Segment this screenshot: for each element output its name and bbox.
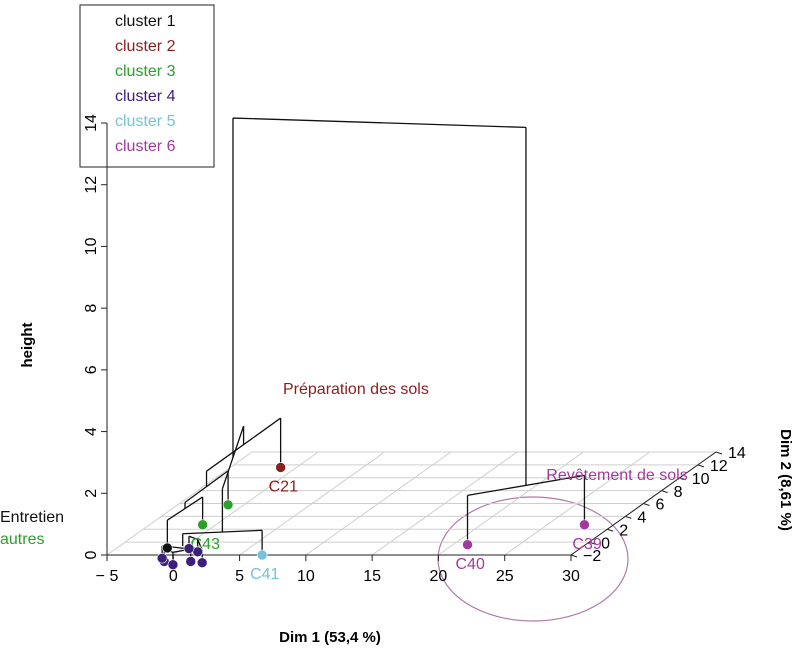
x-tick-label: 15 (363, 568, 381, 585)
point (162, 542, 173, 554)
point (222, 499, 234, 511)
point (256, 549, 268, 561)
z-tick-label: 12 (83, 176, 100, 194)
point (185, 556, 197, 567)
z-tick-label: 14 (83, 114, 100, 132)
tick-mark (697, 464, 705, 468)
y-tick-label: 6 (656, 497, 665, 514)
dendrogram (161, 117, 586, 565)
y-tick-label: 14 (728, 445, 746, 462)
legend-label: cluster 1 (115, 13, 176, 30)
tick-mark (643, 503, 650, 506)
point (156, 552, 168, 564)
point (275, 462, 286, 473)
x-tick-label: 20 (430, 568, 448, 585)
point (183, 543, 195, 554)
z-tick-label: 8 (83, 304, 100, 313)
z-tick-label: 4 (83, 427, 100, 436)
legend-box (79, 4, 215, 168)
point-label: C39 (572, 536, 601, 553)
legend-label: cluster 6 (115, 138, 176, 155)
y-tick-label: 0 (601, 535, 610, 552)
z-axis-title: height (19, 323, 36, 368)
legend-label: cluster 4 (115, 88, 176, 105)
z-tick-label: 0 (83, 550, 100, 559)
legend-label: cluster 3 (115, 63, 176, 80)
z-tick-label: 10 (83, 237, 100, 255)
point (197, 519, 208, 531)
annotation: Préparation des sols (283, 381, 429, 398)
point-label: C41 (250, 566, 279, 583)
y-tick-label: 10 (692, 471, 710, 488)
tick-mark (679, 477, 686, 481)
point (196, 557, 208, 569)
annotation: autres (0, 531, 44, 548)
point (167, 559, 179, 570)
legend-label: cluster 2 (115, 38, 176, 55)
x-tick-label: 0 (169, 568, 178, 585)
x-tick-label: − 5 (96, 568, 119, 585)
x-tick-label: 10 (297, 568, 315, 585)
tick-mark (715, 451, 723, 455)
dendrogram-merge (467, 474, 585, 496)
dendrogram-merge (162, 535, 204, 553)
tick-mark (625, 515, 632, 519)
point (462, 539, 473, 551)
tick-mark (588, 541, 596, 545)
y-tick-label: −2 (583, 548, 601, 565)
tick-mark (607, 528, 614, 532)
annotation: Revêtement de sols (546, 467, 687, 484)
point (579, 519, 590, 531)
z-tick-label: 2 (83, 489, 100, 498)
y-axis (570, 451, 717, 556)
y-tick-label: 8 (674, 484, 683, 501)
x-tick-label: 25 (496, 568, 514, 585)
y-tick-label: 2 (619, 522, 628, 539)
z-tick-label: 6 (83, 365, 100, 374)
x-tick-label: 5 (235, 568, 244, 585)
y-axis-title: Dim 2 (8,61 %) (777, 429, 794, 531)
dendrogram-merge (232, 117, 526, 129)
point-label: C40 (456, 556, 485, 573)
legend-label: cluster 5 (115, 113, 176, 130)
annotation: Entretien (0, 509, 64, 526)
y-tick-label: 4 (637, 510, 646, 527)
y-tick-label: 12 (710, 458, 728, 475)
tick-mark (570, 554, 578, 558)
x-tick-label: 30 (562, 568, 580, 585)
x-axis-title: Dim 1 (53,4 %) (279, 629, 381, 646)
point-label: C21 (269, 479, 298, 496)
tick-mark (661, 490, 668, 494)
